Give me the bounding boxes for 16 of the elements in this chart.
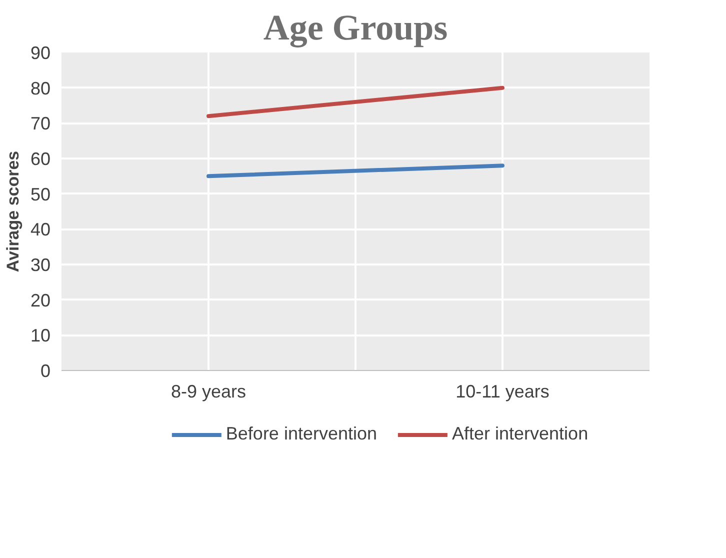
y-tick-label: 40 bbox=[30, 220, 51, 240]
x-tick-label: 10-11 years bbox=[456, 382, 550, 402]
y-tick-label: 20 bbox=[30, 290, 51, 310]
legend-label: After intervention bbox=[452, 424, 588, 444]
y-tick-label: 70 bbox=[30, 114, 51, 134]
x-tick-label: 8-9 years bbox=[170, 382, 246, 402]
chart-title: Age Groups bbox=[263, 8, 448, 48]
y-tick-label: 10 bbox=[30, 326, 51, 346]
y-tick-label: 60 bbox=[30, 149, 51, 169]
y-tick-label: 50 bbox=[30, 184, 51, 204]
y-tick-label: 30 bbox=[30, 255, 51, 275]
y-tick-label: 80 bbox=[30, 78, 51, 98]
y-tick-label: 90 bbox=[30, 43, 51, 63]
y-tick-label: 0 bbox=[40, 361, 51, 381]
legend-label: Before intervention bbox=[226, 424, 378, 444]
y-axis-title: Avirage scores bbox=[3, 150, 22, 272]
